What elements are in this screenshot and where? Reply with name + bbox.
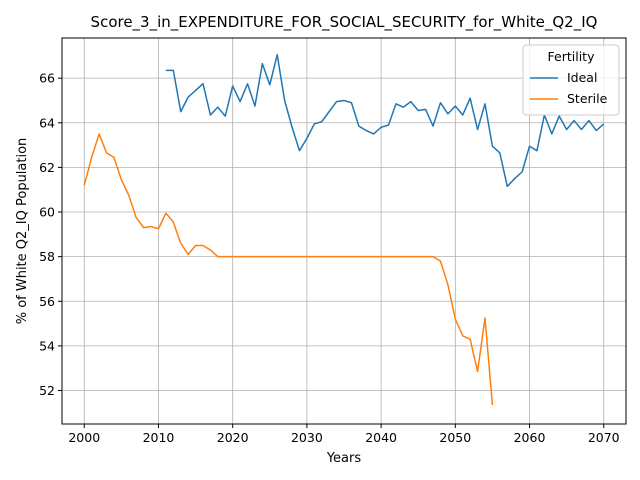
y-axis: 52 54 56 58 60 62 64 66 xyxy=(39,71,62,398)
y-tick-label: 56 xyxy=(39,294,55,309)
x-tick-label: 2000 xyxy=(68,430,100,445)
legend: Fertility Ideal Sterile xyxy=(522,44,620,116)
y-axis-label: % of White Q2_IQ Population xyxy=(15,138,30,325)
legend-label-ideal: Ideal xyxy=(567,70,597,85)
series-line-sterile xyxy=(83,133,494,406)
series-layer xyxy=(83,53,605,406)
x-axis-label: Years xyxy=(326,451,362,466)
x-tick-label: 2030 xyxy=(291,430,323,445)
y-tick-label: 58 xyxy=(39,249,55,264)
y-tick-label: 66 xyxy=(39,71,55,86)
chart-title: Score_3_in_EXPENDITURE_FOR_SOCIAL_SECURI… xyxy=(91,13,598,32)
y-tick-label: 60 xyxy=(39,205,55,220)
legend-items: Ideal Sterile xyxy=(530,70,608,106)
x-tick-label: 2010 xyxy=(143,430,175,445)
y-tick-label: 52 xyxy=(39,383,55,398)
y-tick-label: 64 xyxy=(39,115,55,130)
x-tick-label: 2070 xyxy=(588,430,620,445)
y-tick-label: 54 xyxy=(39,338,55,353)
series-line-ideal xyxy=(165,53,605,188)
legend-title: Fertility xyxy=(548,49,596,64)
x-tick-label: 2050 xyxy=(439,430,471,445)
plot-frame xyxy=(61,37,627,425)
x-axis: 2000 2010 2020 2030 2040 2050 2060 2070 xyxy=(68,424,620,445)
legend-box xyxy=(522,44,620,116)
x-tick-label: 2040 xyxy=(365,430,397,445)
legend-label-sterile: Sterile xyxy=(567,91,608,106)
x-tick-label: 2060 xyxy=(514,430,546,445)
grid xyxy=(62,38,626,424)
y-tick-label: 62 xyxy=(39,160,55,175)
x-tick-label: 2020 xyxy=(217,430,249,445)
